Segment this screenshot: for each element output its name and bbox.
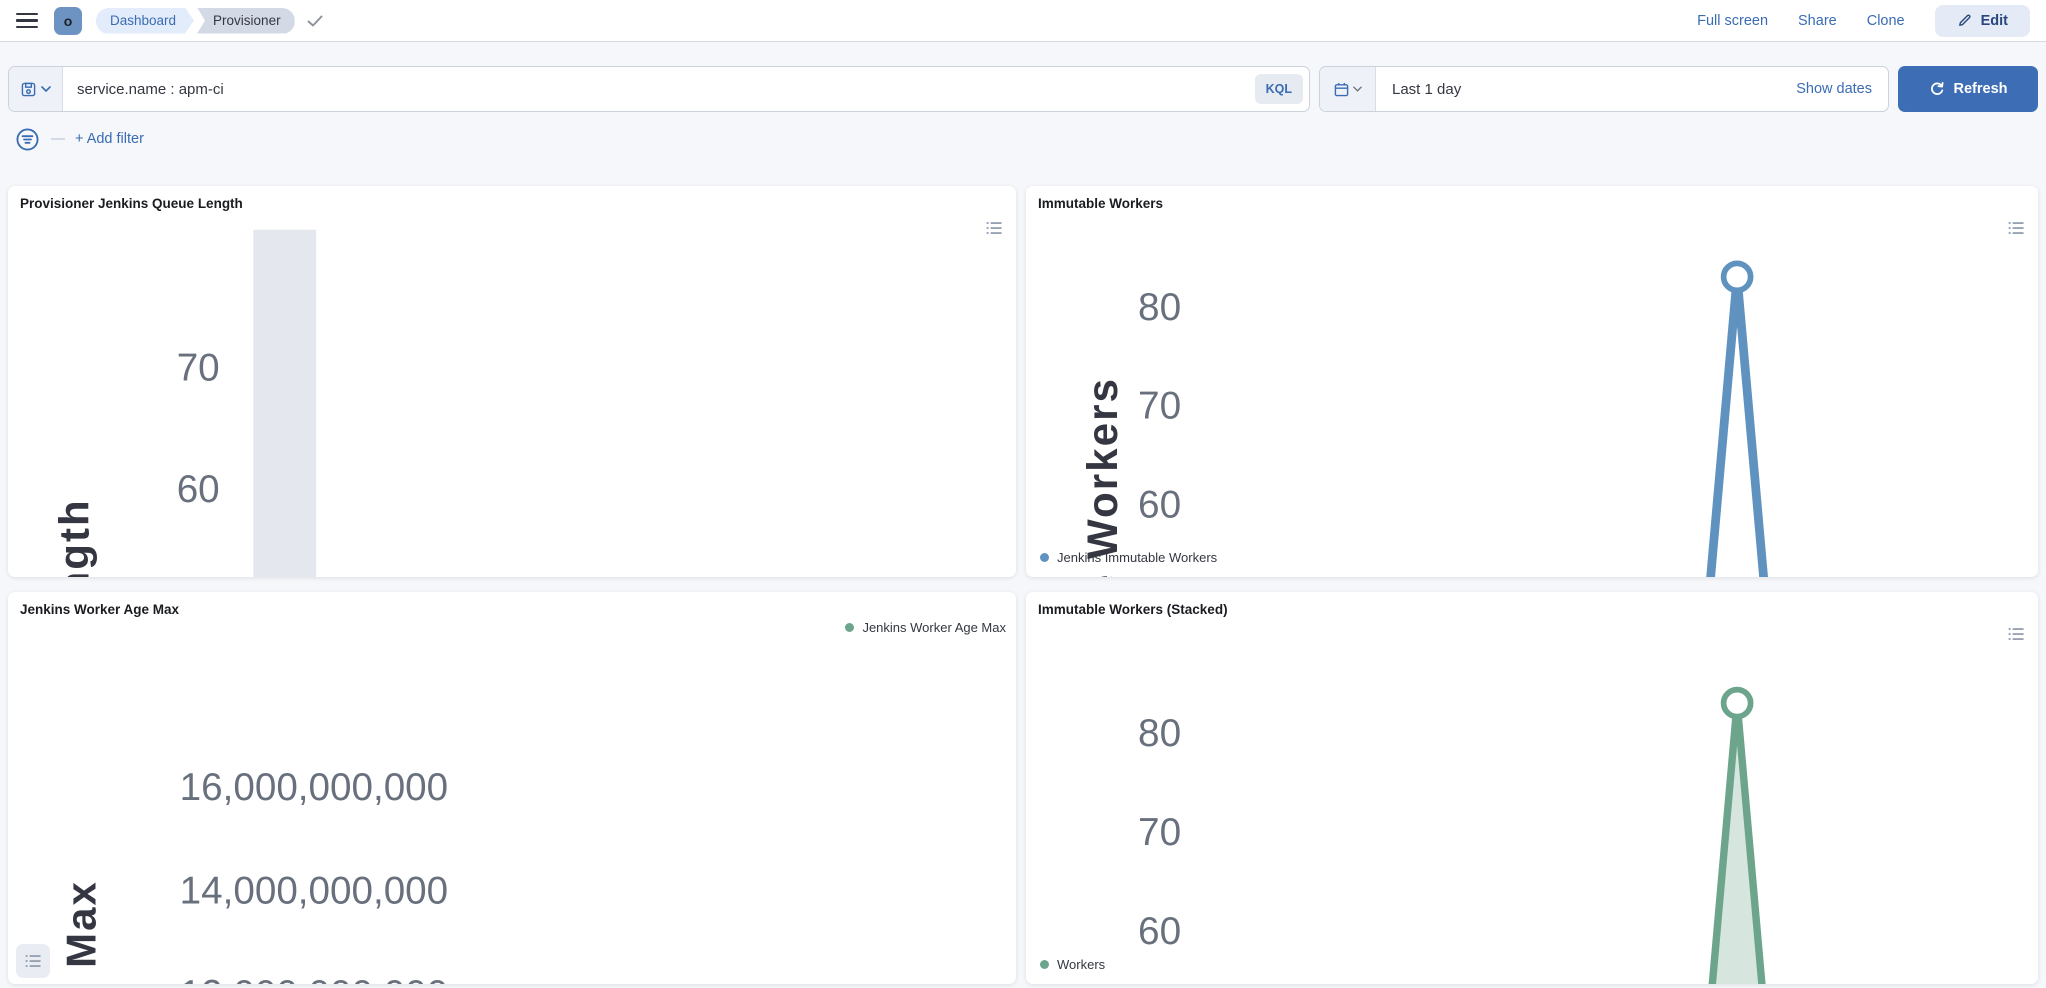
panel-worker-age-max: Jenkins Worker Age Max 02,000,000,0004,0… — [8, 592, 1016, 984]
legend-label: Jenkins Immutable Workers — [1057, 550, 1218, 565]
legend-dot — [1040, 960, 1049, 969]
svg-text:60: 60 — [1138, 484, 1181, 527]
show-dates-link[interactable]: Show dates — [1796, 81, 1872, 97]
panel-options-icon[interactable] — [16, 944, 50, 978]
legend-label: Jenkins Worker Age Max — [862, 620, 1006, 635]
full-screen-link[interactable]: Full screen — [1697, 12, 1769, 29]
filter-row: + Add filter — [8, 126, 2038, 152]
svg-text:Jenkins Immutable Workers: Jenkins Immutable Workers — [1079, 377, 1126, 577]
legend-dot — [845, 623, 855, 632]
menu-icon[interactable] — [16, 12, 38, 29]
svg-text:70: 70 — [1138, 811, 1181, 854]
svg-text:60: 60 — [1138, 910, 1181, 953]
filter-icon[interactable] — [16, 128, 39, 151]
chart-legend[interactable]: Workers — [1040, 957, 1105, 972]
panel-title: Immutable Workers — [1038, 196, 1164, 211]
chart-legend[interactable]: Jenkins Worker Age Max — [845, 620, 1006, 635]
calendar-icon — [1334, 82, 1349, 97]
panel-options-icon[interactable] — [2006, 218, 2026, 238]
svg-text:70: 70 — [1138, 385, 1181, 428]
chevron-down-icon — [1352, 86, 1362, 92]
svg-text:Jenkins Worker Age Max: Jenkins Worker Age Max — [57, 880, 104, 984]
svg-text:60: 60 — [177, 468, 220, 511]
immutable-workers-line-chart[interactable]: 0102030405060708015:0018:0021:0000:0003:… — [1026, 186, 2038, 577]
edit-label: Edit — [1980, 12, 2008, 29]
kql-language-button[interactable]: KQL — [1254, 74, 1303, 104]
refresh-label: Refresh — [1953, 81, 2008, 97]
chart-legend[interactable]: Jenkins Immutable Workers — [1040, 550, 1217, 565]
date-quick-select-button[interactable] — [1320, 67, 1376, 111]
date-picker: Last 1 day Show dates — [1319, 66, 1889, 112]
chevron-down-icon — [40, 86, 51, 92]
workers-area-chart[interactable]: 0102030405060708015:0018:0021:0000:0003:… — [1026, 592, 2038, 984]
svg-text:14,000,000,000: 14,000,000,000 — [180, 870, 449, 913]
filter-divider — [51, 138, 65, 140]
refresh-button[interactable]: Refresh — [1898, 66, 2038, 112]
space-avatar[interactable]: o — [54, 6, 82, 35]
svg-text:Jenkins Queue Length: Jenkins Queue Length — [51, 498, 98, 577]
panel-immutable-workers-stacked: Immutable Workers (Stacked) 010203040506… — [1026, 592, 2038, 984]
breadcrumb-dashboard[interactable]: Dashboard — [96, 8, 194, 34]
panel-options-icon[interactable] — [984, 218, 1004, 238]
svg-text:80: 80 — [1138, 286, 1181, 329]
saved-queries-button[interactable] — [9, 67, 63, 111]
share-link[interactable]: Share — [1798, 12, 1837, 29]
breadcrumb: Dashboard Provisioner — [96, 7, 295, 34]
svg-text:80: 80 — [1138, 712, 1181, 755]
refresh-icon — [1929, 81, 1945, 97]
breadcrumb-provisioner[interactable]: Provisioner — [197, 7, 295, 34]
panel-immutable-workers: Immutable Workers 0102030405060708015:00… — [1026, 186, 2038, 577]
query-input[interactable] — [63, 80, 1255, 98]
worker-age-line-chart[interactable]: 02,000,000,0004,000,000,0006,000,000,000… — [8, 592, 1016, 984]
top-bar: o Dashboard Provisioner Full screen Shar… — [0, 0, 2046, 42]
svg-text:70: 70 — [177, 347, 220, 390]
svg-text:16,000,000,000: 16,000,000,000 — [180, 766, 449, 809]
pencil-icon — [1957, 13, 1972, 28]
dashboard-grid: Provisioner Jenkins Queue Length 0102030… — [8, 186, 2038, 984]
save-icon — [21, 82, 36, 97]
edit-button[interactable]: Edit — [1934, 4, 2030, 37]
legend-dot — [1040, 553, 1049, 562]
panel-jenkins-queue-length: Provisioner Jenkins Queue Length 0102030… — [8, 186, 1016, 577]
legend-label: Workers — [1057, 957, 1106, 972]
panel-options-icon[interactable] — [2006, 624, 2026, 644]
saved-check-icon — [307, 15, 323, 27]
svg-text:12,000,000,000: 12,000,000,000 — [180, 973, 449, 984]
add-filter-link[interactable]: + Add filter — [75, 131, 144, 147]
query-row: KQL Last 1 day Show dates — [8, 66, 2038, 112]
queue-length-line-chart[interactable]: 01020304050607015:0018:0021:0000:0003:00… — [8, 186, 1016, 577]
time-range-value[interactable]: Last 1 day — [1392, 80, 1462, 98]
clone-link[interactable]: Clone — [1866, 12, 1905, 29]
panel-title: Jenkins Worker Age Max — [20, 602, 180, 617]
panel-title: Provisioner Jenkins Queue Length — [20, 196, 243, 211]
panel-title: Immutable Workers (Stacked) — [1038, 602, 1228, 617]
query-bar: KQL — [8, 66, 1310, 112]
